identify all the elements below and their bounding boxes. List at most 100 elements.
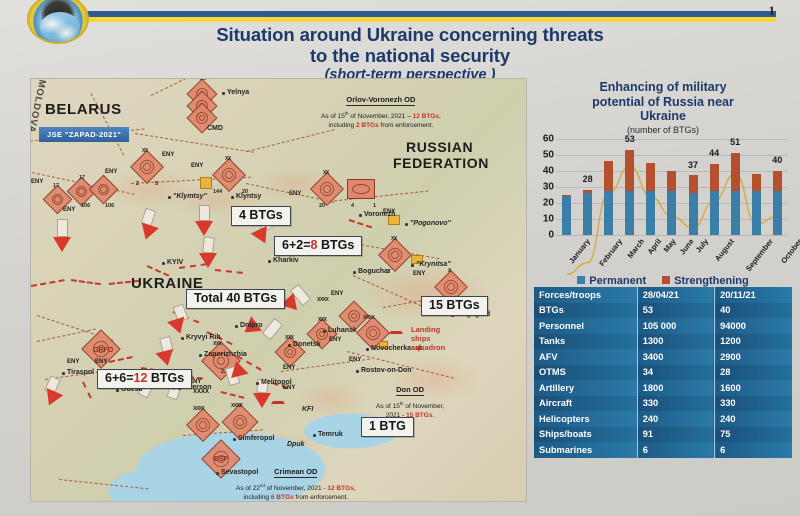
table-cell: 6 xyxy=(637,442,716,458)
map-country-belarus: BELARUS xyxy=(45,101,122,118)
map-place-label: Odesa xyxy=(115,386,143,393)
chart-y-axis: 0 10 20 30 40 50 60 xyxy=(534,133,556,240)
table-row: AFV 3400 2900 xyxy=(534,349,792,365)
callout-15-btgs[interactable]: 15 BTGs xyxy=(421,296,488,316)
ministry-emblem-icon xyxy=(27,0,89,44)
chart-bar: 40 xyxy=(772,139,782,235)
chart-gridline xyxy=(556,154,788,156)
table-cell: OTMS xyxy=(534,364,638,380)
map-place-label: Donetsk xyxy=(288,341,321,348)
chart-bar-permanent xyxy=(709,191,719,235)
chart-y-tick: 40 xyxy=(542,165,554,176)
chart-bar-strengthening xyxy=(667,170,677,192)
table-cell: 28 xyxy=(714,364,792,380)
map-place-label: KYIV xyxy=(161,259,184,266)
map-place-label: Rostov-on-Don xyxy=(356,367,412,374)
map-place-label: Simferopol xyxy=(233,435,275,442)
map-place-label: Zaporizhzhia xyxy=(199,351,247,358)
callout-total-40-btgs[interactable]: Total 40 BTGs xyxy=(186,289,286,309)
page-title-line2: to the national security xyxy=(309,45,511,66)
table-cell: 240 xyxy=(714,411,792,427)
chart-bar: 37 xyxy=(687,139,699,235)
map-place-label: Boguchar xyxy=(353,268,391,275)
chart-bar-strengthening xyxy=(562,194,572,197)
callout-1-btg[interactable]: 1 BTG xyxy=(361,417,414,437)
map-place-label: "Krynitsa" xyxy=(411,261,451,268)
table-cell: 94000 xyxy=(714,318,792,334)
table-cell: Tanks xyxy=(534,333,638,349)
chart-bar-permanent xyxy=(604,191,614,235)
annotation-body: As of 15th of November, 2021 – 12 BTGs, … xyxy=(321,110,441,129)
chart-plot-area: 0 10 20 30 40 50 60 28 53 37 44 51 40 xyxy=(534,133,792,240)
table-cell: 1600 xyxy=(714,380,792,396)
chart-y-tick: 10 xyxy=(542,213,554,224)
table-row: BTGs 53 40 xyxy=(534,302,792,318)
chart-y-tick: 20 xyxy=(542,197,554,208)
chart-bar: 28 xyxy=(583,139,593,235)
chart-bar-permanent xyxy=(562,196,572,235)
chart-legend-label: Strengthening xyxy=(674,274,749,287)
table-cell: Ships/boats xyxy=(534,426,638,442)
map-place-label: Luhansk xyxy=(323,327,357,334)
chart-bar-permanent xyxy=(772,191,782,235)
annotation-body: As of 22nd of November, 2021 - 12 BTGs, … xyxy=(236,482,356,501)
page-title-line1: Situation around Ukraine concerning thre… xyxy=(216,24,604,45)
chart-legend-item[interactable]: Permanent xyxy=(577,275,646,287)
table-cell: Personnel xyxy=(534,318,638,334)
map-place-label: Tiraspol xyxy=(61,369,95,376)
table-cell: Aircraft xyxy=(534,395,638,411)
map-place-label: Voronezh xyxy=(358,211,396,218)
table-cell: 330 xyxy=(637,395,716,411)
page-number: 1 xyxy=(768,3,776,18)
chart-bar-strengthening xyxy=(646,162,656,192)
chart-bar-permanent xyxy=(667,191,677,235)
table-cell: Artillery xyxy=(534,380,638,396)
chart-bar: 44 xyxy=(709,139,720,235)
table-cell: 3400 xyxy=(637,349,716,365)
forces-comparison-table[interactable]: Forces/troops 28/04/21 20/11/21 BTGs 53 40 Per… xyxy=(534,287,792,458)
annotation-orlov-voronezh-od: Orlov-Voronezh OD As of 15th of November… xyxy=(321,89,441,130)
chart-legend-item[interactable]: Strengthening xyxy=(662,275,749,287)
table-header-row: Forces/troops 28/04/21 20/11/21 xyxy=(534,287,792,303)
chart-gridline xyxy=(556,138,788,140)
map-place-label: Temruk xyxy=(313,431,343,438)
chart-legend-label: Permanent xyxy=(589,274,647,287)
table-cell: BTGs xyxy=(534,302,638,318)
chart-gridline xyxy=(556,234,788,236)
chart-bar-strengthening xyxy=(604,160,614,192)
table-row: Aircraft 330 330 xyxy=(534,395,792,411)
chart-bar xyxy=(667,139,677,235)
chart-title-line2: potential of Russia near xyxy=(592,94,734,109)
zapad-exercise-badge: JSE "ZAPAD-2021" xyxy=(39,127,130,142)
chart-bar: 51 xyxy=(730,137,741,235)
chart-title: Enhancing of military potential of Russi… xyxy=(534,80,792,124)
table-element: Forces/troops 28/04/21 20/11/21 BTGs 53 40 Per… xyxy=(534,287,792,458)
chart-data-label: 51 xyxy=(730,137,741,148)
chart-y-tick: 30 xyxy=(542,181,554,192)
chart-y-tick: 0 xyxy=(548,229,554,240)
table-cell: 1200 xyxy=(714,333,792,349)
annotation-title: Don OD xyxy=(396,385,424,396)
table-row: Personnel 105 000 94000 xyxy=(534,318,792,334)
annotation-don-od: Don OD As of 15th of November, 2021 - 15… xyxy=(376,379,444,420)
chart-legend: Permanent Strengthening xyxy=(534,275,792,287)
chart-bar xyxy=(604,139,614,235)
map-country-russia-l1: RUSSIAN xyxy=(406,139,474,155)
chart-data-label: 44 xyxy=(709,148,720,159)
situation-map[interactable]: XX XX 144 20 ENY XX ENY 2 5 ENY ENY ENY … xyxy=(30,78,527,502)
chart-bar-strengthening xyxy=(583,189,593,193)
callout-8-btgs[interactable]: 6+2=8 BTGs xyxy=(274,236,363,256)
map-place-label: Novocherkassk xyxy=(366,345,423,352)
chart-bar-strengthening xyxy=(751,173,761,192)
chart-bar xyxy=(751,139,761,235)
table-cell: 40 xyxy=(714,302,792,318)
title-block: Situation around Ukraine concerning thre… xyxy=(110,24,710,83)
legend-swatch-icon xyxy=(577,275,586,284)
chart-data-label: 37 xyxy=(687,159,699,170)
table-row: Tanks 1300 1200 xyxy=(534,333,792,349)
table-header-cell: Forces/troops xyxy=(534,287,638,303)
chart-bar-strengthening xyxy=(772,170,782,192)
callout-12-btgs[interactable]: 6+6=12 BTGs xyxy=(97,369,193,389)
callout-4-btgs[interactable]: 4 BTGs xyxy=(231,206,291,226)
